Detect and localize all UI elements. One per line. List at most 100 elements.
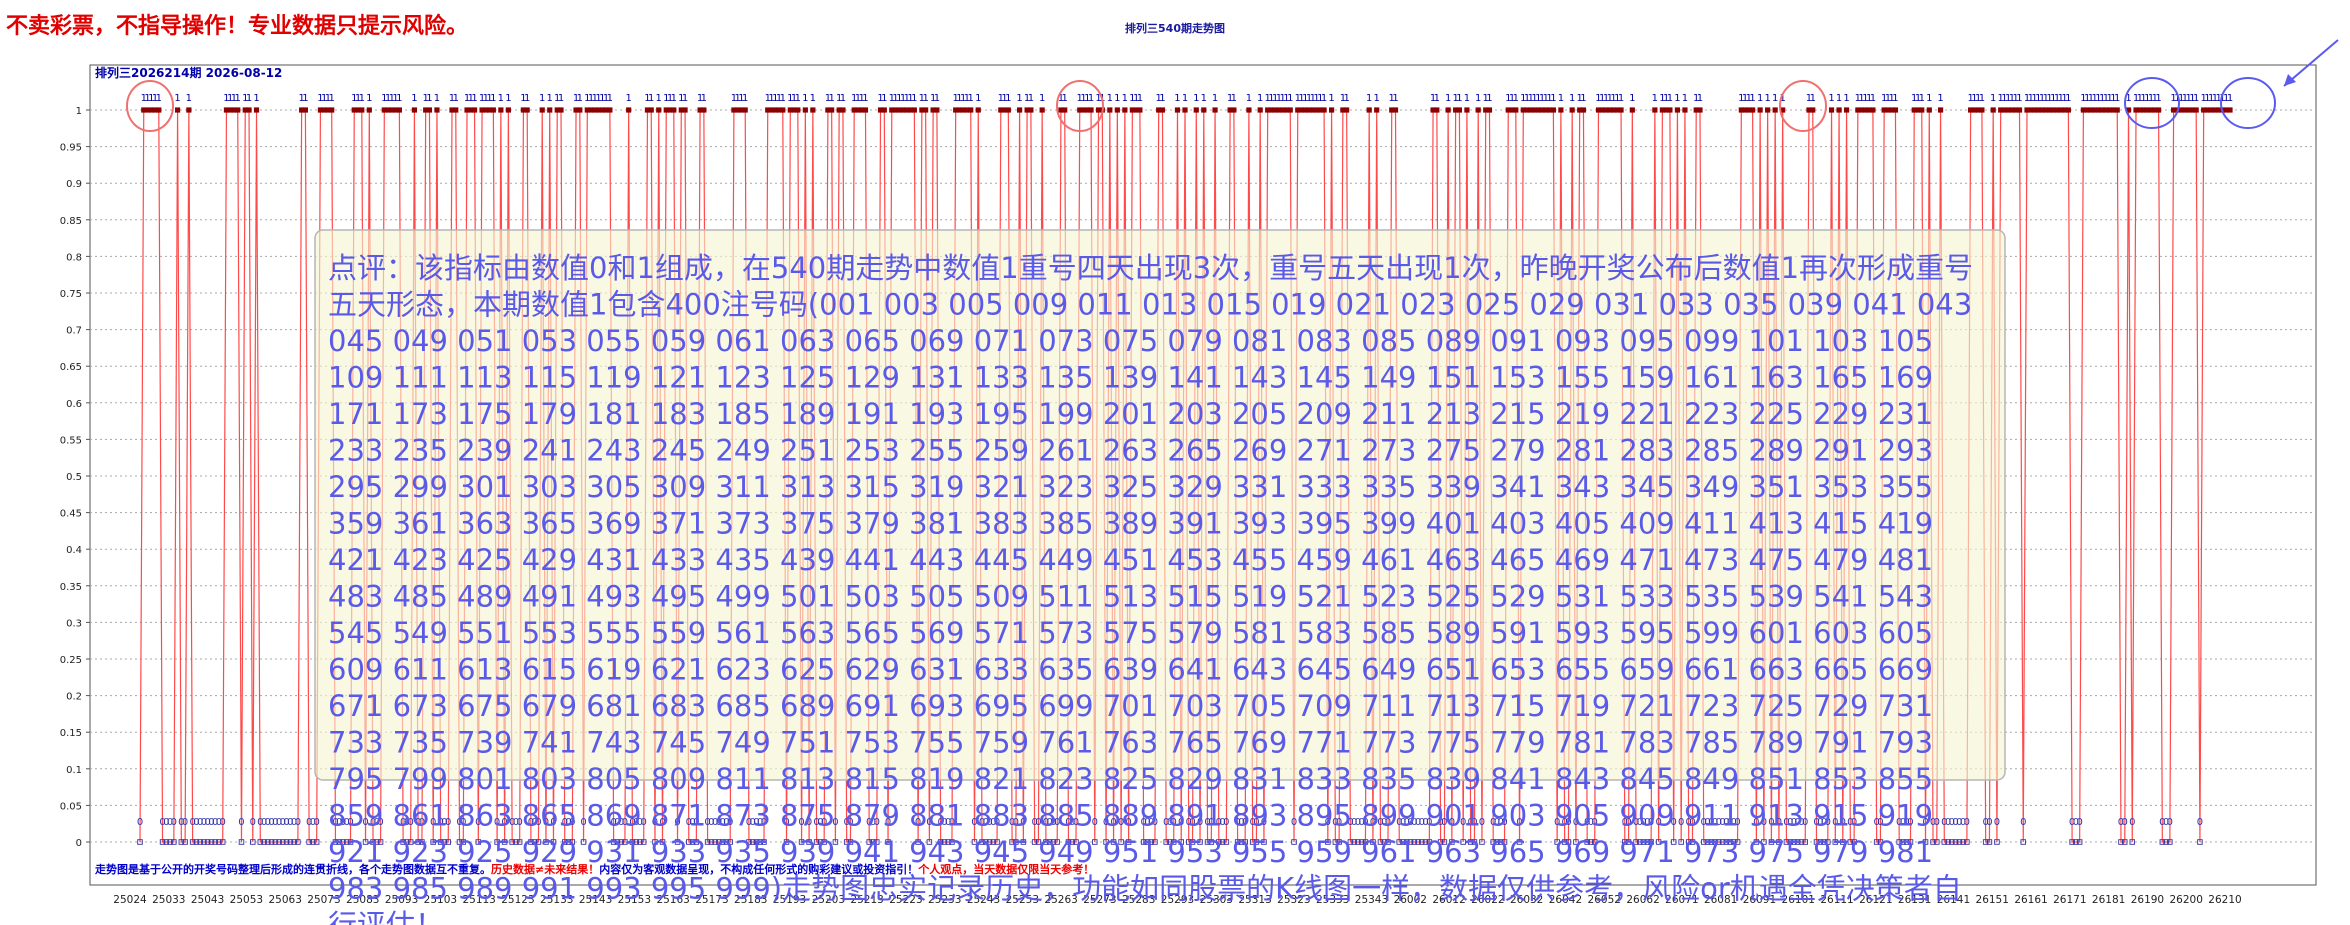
data-point [1697,107,1703,113]
data-value-label: 0 [513,817,519,828]
y-tick-label: 0.45 [60,509,82,520]
y-tick-label: 0.95 [60,143,82,154]
data-value-label: 0 [1238,817,1244,828]
data-point [964,107,970,113]
data-point [1832,839,1839,845]
data-point [1058,107,1064,113]
data-point [810,107,816,113]
x-tick-label: 25213 [850,894,883,906]
data-value-label: 1 [1095,93,1101,104]
footer-segment: 个人观点，当天数据仅限当天参考！ [917,862,1094,876]
annotation-line: 五天形态，本期数值1包含400注号码(001 003 005 009 011 0… [328,288,1972,322]
data-value-label: 1 [1629,93,1635,104]
data-point [1674,107,1681,113]
data-point [152,107,158,113]
data-value-label: 0 [1400,817,1406,828]
data-value-label: 0 [295,817,301,828]
data-value-label: 1 [828,93,834,104]
data-value-label: 1 [1603,93,1609,104]
data-value-label: 1 [385,93,391,104]
data-point [821,839,827,845]
data-point [253,107,260,113]
data-point [2182,107,2188,113]
data-value-label: 1 [1016,93,1022,104]
data-point [1204,839,1211,845]
data-value-label: 1 [738,93,744,104]
data-value-label: 1 [2170,93,2176,104]
data-value-label: 0 [1689,817,1695,828]
data-point [2099,107,2105,113]
data-value-label: 0 [430,817,436,828]
value-labels-layer: 0111110000100100000000011110110100000000… [137,93,2233,828]
annotation-line: 359 361 363 365 369 371 373 375 379 381 … [328,507,1933,541]
data-value-label: 1 [366,93,372,104]
data-point [182,839,188,845]
data-point [802,107,808,113]
data-point [1618,107,1624,113]
data-value-label: 0 [1896,817,1902,828]
highlight-markers [126,39,2339,132]
data-value-label: 1 [2182,93,2188,104]
data-point [791,107,797,113]
data-point [2035,107,2041,113]
data-value-label: 1 [1227,93,1233,104]
data-point [355,107,361,113]
data-value-label: 1 [2223,93,2229,104]
data-value-label: 1 [855,93,861,104]
data-point [678,107,684,113]
data-point [1757,107,1763,113]
data-value-label: 1 [1772,93,1778,104]
data-value-label: 1 [1550,93,1556,104]
data-value-label: 1 [1298,93,1304,104]
data-value-label: 0 [2122,817,2128,828]
data-point [603,107,609,113]
data-value-label: 1 [1430,93,1436,104]
data-point [501,839,508,845]
data-point [2084,107,2090,113]
data-value-label: 0 [1731,817,1737,828]
x-tick-label: 25273 [1083,894,1116,906]
data-point [1464,107,1470,113]
data-point [945,839,951,845]
data-point [1144,839,1151,845]
data-point [1186,839,1192,845]
data-value-label: 0 [870,817,876,828]
data-point [2065,107,2071,113]
x-tick-label: 25313 [1238,894,1271,906]
data-point [1708,839,1715,845]
data-value-label: 1 [1836,93,1842,104]
series-points-layer [137,107,2233,845]
data-point [1625,839,1632,845]
data-value-label: 0 [415,817,421,828]
data-point [1678,839,1684,845]
data-value-label: 0 [1186,817,1192,828]
data-value-label: 0 [806,817,812,828]
data-point [1001,107,1008,113]
data-value-label: 0 [990,817,996,828]
data-point [1156,107,1162,113]
data-value-label: 0 [1494,817,1500,828]
x-tick-label: 25263 [1044,894,1077,906]
data-value-label: 0 [1952,817,1958,828]
data-value-label: 1 [186,93,192,104]
data-point [419,839,425,845]
x-tick-label: 26171 [2053,894,2086,906]
data-value-label: 1 [2204,93,2210,104]
data-point [347,839,354,845]
data-value-label: 0 [753,817,759,828]
data-point [2092,107,2098,113]
data-value-label: 1 [2009,93,2015,104]
data-value-label: 0 [1396,817,1402,828]
data-point [1178,839,1184,845]
data-value-label: 1 [1524,93,1530,104]
data-point [1930,839,1936,845]
data-value-label: 0 [2163,817,2169,828]
data-value-label: 0 [1640,817,1646,828]
data-point [1791,839,1797,845]
data-point [1201,107,1207,113]
data-point [1877,839,1884,845]
data-point [1238,839,1245,845]
data-point [693,839,700,845]
data-point [460,839,467,845]
x-tick-label: 26111 [1820,894,1853,906]
